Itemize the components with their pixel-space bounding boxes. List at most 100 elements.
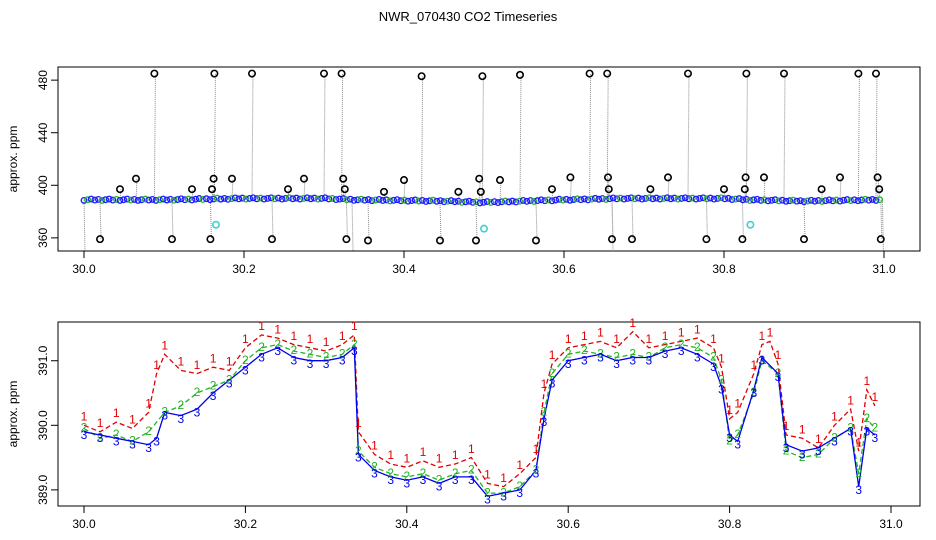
series-2-marker: 2 [355, 443, 362, 457]
series-3-marker: 3 [710, 360, 717, 374]
outlier-point [206, 235, 215, 244]
series-1-marker: 1 [581, 329, 588, 343]
series-1-marker: 1 [750, 358, 757, 372]
baseline-point [850, 196, 858, 204]
series-2-marker: 2 [646, 350, 653, 364]
baseline-point [616, 194, 624, 202]
outlier-point [742, 69, 751, 78]
outlier-point [417, 72, 426, 81]
baseline-point [523, 197, 531, 205]
baseline-point [627, 194, 635, 202]
spike-line [589, 73, 592, 200]
series-2-marker: 2 [597, 346, 604, 360]
series-2-marker: 2 [290, 343, 297, 357]
x-tick-label: 30.4 [395, 517, 419, 531]
series-1-marker: 1 [371, 439, 378, 453]
baseline-point [760, 196, 768, 204]
series-2-marker: 2 [565, 346, 572, 360]
series-2-marker: 2 [81, 421, 88, 435]
baseline-point [818, 197, 826, 205]
series-2-marker: 2 [662, 340, 669, 354]
flagged-point [212, 220, 221, 229]
outlier-point [96, 235, 105, 244]
series-1-marker: 1 [436, 451, 443, 465]
spike-line [323, 73, 326, 199]
baseline-point [847, 197, 855, 204]
baseline-point [339, 195, 347, 203]
series-1-marker: 1 [307, 332, 314, 346]
baseline-point [390, 196, 398, 204]
baseline-point [195, 195, 203, 202]
series-1-marker: 1 [533, 442, 540, 456]
top-axes: 30.0 30.2 30.4 30.6 30.8 31.0 360 400 440 480 [36, 70, 896, 276]
series-2-marker: 2 [307, 346, 314, 360]
spike-line [457, 191, 460, 202]
outlier-point [585, 69, 594, 78]
spike-line [878, 189, 881, 200]
series-1-marker: 1 [323, 335, 330, 349]
series-3-marker: 3 [597, 350, 604, 364]
top-plot-frame [57, 66, 921, 252]
series-2-marker: 2 [500, 485, 507, 499]
outlier-point [210, 69, 219, 78]
baseline-point [786, 197, 794, 205]
baseline-point [483, 198, 491, 206]
series-3-marker: 3 [97, 431, 104, 445]
series-1-marker: 1 [613, 332, 620, 346]
baseline-point [764, 197, 772, 205]
baseline-point [267, 194, 275, 202]
baseline-point [750, 196, 758, 204]
series-3-marker: 3 [355, 451, 362, 465]
series-3-marker: 3 [799, 447, 806, 461]
spike-line [611, 198, 614, 252]
series-2-marker: 2 [726, 434, 733, 448]
spike-line [251, 73, 254, 199]
baseline-point [832, 196, 840, 204]
outlier-point [150, 69, 159, 78]
series-1-marker: 1 [81, 409, 88, 423]
outlier-point [283, 185, 292, 194]
x-tick-label: 30.4 [392, 262, 416, 276]
series-1-marker: 1 [129, 413, 136, 427]
baseline-point [148, 195, 156, 203]
series-2-marker: 2 [258, 340, 265, 354]
series-1-marker: 1 [403, 451, 410, 465]
series-2-marker: 2 [855, 466, 862, 480]
baseline-point [159, 195, 167, 203]
spike-line [535, 200, 538, 241]
series-3-marker: 3 [274, 344, 281, 358]
baseline-point [573, 195, 581, 203]
series-3-marker: 3 [549, 376, 556, 390]
baseline-point [451, 198, 459, 206]
series-1-marker: 1 [597, 326, 604, 340]
series-1-marker: 1 [855, 435, 862, 449]
flagged-point [746, 220, 755, 229]
baseline-point [145, 196, 153, 204]
series-2-marker: 2 [533, 463, 540, 477]
baseline-point [199, 195, 207, 203]
series-1-marker: 1 [210, 351, 217, 365]
baseline-point [321, 194, 329, 202]
baseline-point [606, 195, 614, 203]
series-1-marker: 1 [831, 409, 838, 423]
series-1-marker: 1 [549, 348, 556, 362]
outlier-point [248, 69, 257, 78]
baseline-point [537, 196, 545, 204]
series-1-marker: 1 [516, 458, 523, 472]
series-3-marker: 3 [783, 441, 790, 455]
outlier-point [799, 235, 808, 244]
baseline-point [152, 196, 160, 204]
series-3-marker: 3 [420, 473, 427, 487]
baseline-point [678, 194, 686, 202]
baseline-point [372, 196, 380, 204]
baseline-point [793, 197, 801, 205]
baseline-point [357, 195, 365, 203]
series-3-marker: 3 [678, 344, 685, 358]
baseline-point [652, 194, 660, 202]
series-1-marker: 1 [351, 319, 358, 333]
series-2-marker: 2 [436, 472, 443, 486]
series-3-marker: 3 [847, 425, 854, 439]
baseline-point [649, 195, 657, 203]
spike-line [607, 177, 610, 199]
baseline-point [429, 196, 437, 204]
